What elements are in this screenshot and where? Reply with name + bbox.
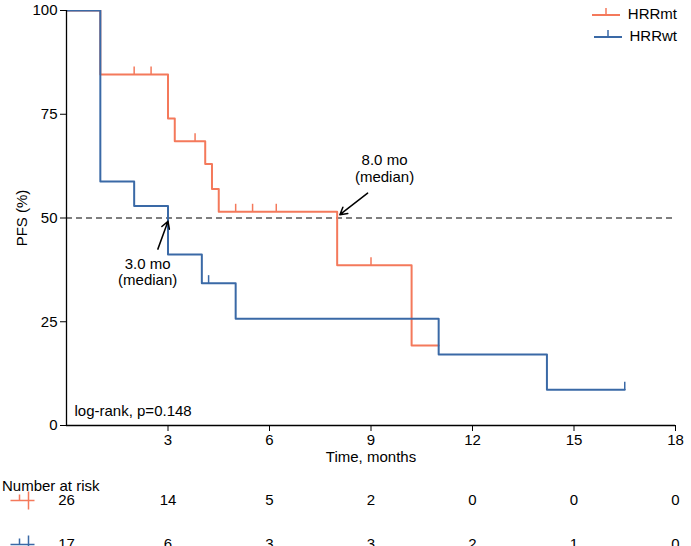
svg-text:3.0 mo(median): 3.0 mo(median) xyxy=(118,255,177,289)
svg-text:8.0 mo(median): 8.0 mo(median) xyxy=(355,151,414,185)
svg-text:0: 0 xyxy=(468,491,476,508)
svg-text:17: 17 xyxy=(58,535,75,546)
svg-text:0: 0 xyxy=(671,491,679,508)
svg-text:75: 75 xyxy=(41,105,58,122)
svg-text:9: 9 xyxy=(367,431,375,448)
svg-text:18: 18 xyxy=(667,431,684,448)
svg-text:6: 6 xyxy=(265,431,273,448)
svg-text:26: 26 xyxy=(58,491,75,508)
svg-text:6: 6 xyxy=(164,535,172,546)
svg-text:3: 3 xyxy=(265,535,273,546)
svg-text:50: 50 xyxy=(41,209,58,226)
svg-text:1: 1 xyxy=(570,535,578,546)
svg-text:0: 0 xyxy=(49,416,57,433)
svg-text:3: 3 xyxy=(164,431,172,448)
svg-text:3: 3 xyxy=(367,535,375,546)
svg-text:14: 14 xyxy=(160,491,177,508)
svg-text:0: 0 xyxy=(671,535,679,546)
svg-text:12: 12 xyxy=(464,431,481,448)
svg-text:log-rank, p=0.148: log-rank, p=0.148 xyxy=(75,402,192,419)
svg-text:Time, months: Time, months xyxy=(326,448,416,465)
html-text:HRRmt: HRRmt xyxy=(627,4,677,22)
html-text:Number at risk: Number at risk xyxy=(2,477,100,494)
html-text:HRRwt: HRRwt xyxy=(629,26,677,44)
svg-text:100: 100 xyxy=(32,1,57,18)
svg-text:PFS (%): PFS (%) xyxy=(13,190,30,247)
svg-text:2: 2 xyxy=(367,491,375,508)
svg-text:25: 25 xyxy=(41,313,58,330)
svg-text:2: 2 xyxy=(468,535,476,546)
svg-text:0: 0 xyxy=(570,491,578,508)
svg-text:15: 15 xyxy=(566,431,583,448)
svg-text:5: 5 xyxy=(265,491,273,508)
